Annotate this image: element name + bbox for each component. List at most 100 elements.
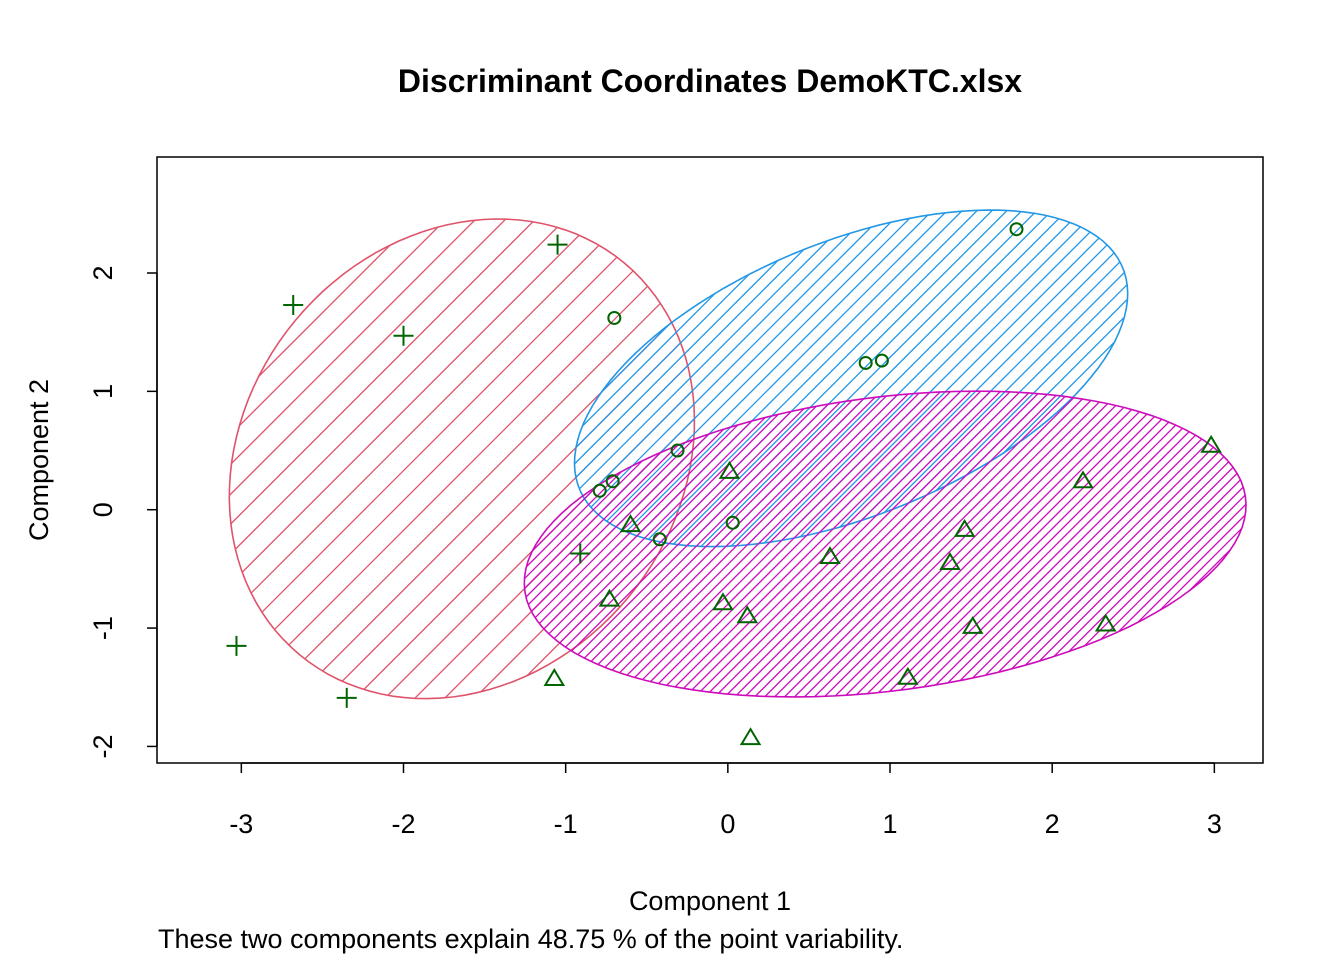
cluster-2-hatch-line (824, 210, 1128, 547)
cluster-3-hatch-line (524, 391, 885, 697)
cluster-3-hatch-line (879, 391, 1246, 697)
cluster-1-hatch-line (900, 0, 1344, 960)
cluster-2-hatch-line (0, 0, 456, 960)
cluster-3-hatch-line (1207, 391, 1246, 697)
y-tick-label: 1 (88, 384, 118, 399)
cluster-3-hatch-line (1038, 391, 1246, 697)
cluster-3-hatch-line (524, 391, 1246, 697)
y-axis-label: Component 2 (24, 379, 54, 541)
cluster-3-hatch-line (524, 391, 1214, 697)
cluster-2-hatch-line (794, 210, 1128, 547)
cluster-1-point-plus (547, 234, 568, 255)
cluster-3-hatch-line (524, 391, 766, 697)
cluster-3-hatch-line (524, 391, 626, 697)
cluster-3-hatch-line (630, 391, 1246, 697)
cluster-3-hatch-line (524, 391, 1243, 697)
cluster-3-hatch-line (789, 391, 1246, 697)
cluster-2-hatch-line (1273, 0, 1344, 960)
cluster-2-hatch-line (574, 210, 591, 547)
cluster-2-hatch-line (574, 210, 1128, 547)
cluster-3-hatch-line (524, 391, 985, 697)
cluster-2-hatch-line (0, 0, 426, 960)
cluster-3-hatch-line (959, 391, 1246, 697)
cluster-1-hatch-line (229, 219, 695, 699)
cluster-2-hatch-line (1018, 210, 1128, 547)
cluster-2-hatch-line (944, 210, 1128, 547)
cluster-2-hatch-line (1318, 0, 1344, 960)
cluster-1-point-plus (570, 543, 591, 564)
cluster-2-hatch-line (1123, 210, 1128, 547)
cluster-3-hatch-line (524, 391, 1246, 697)
cluster-2-hatch-line (0, 0, 142, 960)
cluster-3-hatch-line (730, 391, 1246, 697)
cluster-1-hatch-line (229, 219, 457, 699)
cluster-3-hatch-line (1328, 0, 1344, 960)
cluster-2-hatch-line (839, 210, 1128, 547)
x-axis-label: Component 1 (629, 886, 791, 916)
cluster-2-hatch-line (574, 210, 1128, 547)
cluster-2-hatch-line (988, 210, 1128, 547)
cluster-3-point-triangle (1200, 434, 1222, 453)
cluster-1-point-plus (226, 635, 247, 656)
cluster-2-hatch-line (779, 210, 1128, 547)
cluster-3-hatch-line (524, 391, 845, 697)
cluster-3-hatch-line (524, 391, 576, 697)
cluster-1-point-plus (283, 294, 304, 315)
cluster-3-hatch-line (524, 391, 1246, 697)
cluster-3-hatch-line (524, 391, 935, 697)
cluster-3-hatch-line (600, 391, 1246, 697)
cluster-3-hatch-line (1158, 391, 1246, 697)
cluster-2-hatch-line (0, 0, 381, 960)
cluster-2-hatch-line (973, 210, 1128, 547)
cluster-3-hatch-line (524, 391, 696, 697)
cluster-3-hatch-line (524, 391, 1074, 697)
cluster-3-hatch-line (1288, 0, 1344, 960)
cluster-2-hatch-line (1213, 0, 1344, 960)
cluster-1-hatch-line (540, 219, 695, 699)
cluster-3-hatch-line (1018, 391, 1246, 697)
cluster-3-hatch-line (0, 0, 516, 960)
cluster-3-hatch-line (524, 391, 1246, 697)
cluster-2-hatch-line (645, 210, 1128, 547)
cluster-3-hatch-line (524, 391, 1246, 697)
cluster-2-hatch-line (959, 210, 1128, 547)
cluster-2-hatch-line (0, 0, 561, 960)
cluster-3-hatch-line (524, 391, 1174, 697)
cluster-1-hatch-line (229, 219, 695, 699)
cluster-3-hatch-line (524, 391, 1204, 697)
cluster-2-hatch-line (574, 210, 1128, 547)
cluster-2-hatch-line (0, 0, 8, 960)
cluster-3-hatch-line (524, 391, 905, 697)
cluster-3-point-triangle (598, 588, 621, 607)
cluster-1-hatch-line (0, 0, 8, 960)
cluster-3-hatch-line (749, 391, 1246, 697)
cluster-3-hatch-line (779, 391, 1246, 697)
cluster-3-hatch-line (524, 391, 1164, 697)
cluster-3-hatch-line (1268, 0, 1344, 960)
cluster-3-hatch-line (1237, 391, 1246, 697)
x-tick-label: -2 (391, 809, 415, 839)
x-tick-label: -1 (554, 809, 578, 839)
cluster-3-hatch-line (1108, 391, 1246, 697)
cluster-3-hatch-line (1298, 0, 1344, 960)
cluster-3-hatch-line (524, 391, 1246, 697)
cluster-2-hatch-line (574, 210, 606, 547)
cluster-1-hatch-line (1019, 0, 1344, 960)
cluster-3-hatch-line (0, 0, 386, 960)
cluster-3-hatch-line (819, 391, 1246, 697)
cluster-3-point-triangle (897, 666, 919, 685)
y-tick-label: 0 (88, 502, 118, 517)
cluster-3-hatch-line (1048, 391, 1246, 697)
cluster-2-hatch-line (574, 210, 905, 547)
cluster-3-hatch-line (899, 391, 1246, 697)
cluster-3-hatch-line (620, 391, 1246, 697)
x-tick-label: 1 (882, 809, 897, 839)
cluster-3-hatch-line (524, 391, 1094, 697)
cluster-3-ellipse (523, 390, 1247, 698)
cluster-2-hatch-line (574, 210, 1128, 547)
x-tick-label: 2 (1045, 809, 1060, 839)
cluster-2-hatch-line (0, 0, 531, 960)
cluster-3-hatch-line (680, 391, 1246, 697)
